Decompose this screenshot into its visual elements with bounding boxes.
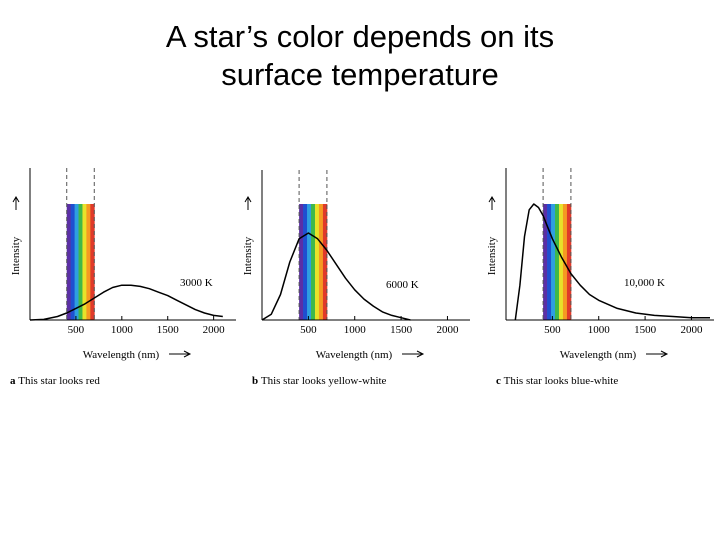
visible-band-stripe <box>74 204 79 320</box>
visible-band-stripe <box>78 204 83 320</box>
temperature-label: 10,000 K <box>624 277 665 289</box>
chart-panel-b: 500 1000 1500 2000 6000 K Intensity Wavelength… <box>242 170 470 387</box>
panel-letter: a <box>10 375 18 387</box>
y-axis-arrow-icon <box>12 196 20 210</box>
x-axis-label: Wavelength (nm) <box>316 349 393 361</box>
panel-caption-text: This star looks yellow-white <box>261 375 387 387</box>
visible-band-stripe <box>314 204 320 320</box>
visible-band-stripe <box>90 204 95 320</box>
panel-letter: b <box>252 375 261 387</box>
y-axis-label: Intensity <box>486 236 498 275</box>
visible-band-stripe <box>66 204 72 320</box>
blackbody-charts: 500 1000 1500 2000 3000 K Intensity Wavelength… <box>10 168 714 387</box>
x-tick-label: 500 <box>300 324 317 336</box>
temperature-label: 6000 K <box>386 279 419 291</box>
intensity-curve <box>514 203 710 321</box>
visible-band-stripe <box>543 204 548 320</box>
visible-band-stripe <box>86 204 91 320</box>
x-axis-arrow-icon <box>646 350 669 358</box>
x-tick-label: 500 <box>544 324 561 336</box>
y-axis-label: Intensity <box>242 236 254 275</box>
temperature-label: 3000 K <box>180 277 213 289</box>
x-tick-label: 500 <box>68 324 85 336</box>
y-axis-arrow-icon <box>488 196 496 210</box>
x-axis-label: Wavelength (nm) <box>83 349 160 361</box>
panel-caption: c This star looks blue-white <box>496 375 618 387</box>
chart-panel-c: 500 1000 1500 2000 10,000 K Intensity Waveleng… <box>486 168 714 387</box>
visible-band-stripe <box>303 204 308 320</box>
visible-band-stripe <box>558 204 564 320</box>
visible-band-stripe <box>311 204 316 320</box>
visible-band-stripe <box>547 204 552 320</box>
visible-band-stripe <box>70 204 75 320</box>
intensity-curve <box>29 284 223 321</box>
x-axis-arrow-icon <box>402 350 425 358</box>
x-tick-label: 1500 <box>390 324 413 336</box>
slide-title-line-2: surface temperature <box>221 57 499 92</box>
panel-caption: a This star looks red <box>10 375 100 387</box>
visible-band-stripe <box>307 204 312 320</box>
x-tick-label: 1000 <box>588 324 611 336</box>
visible-band-stripe <box>299 204 304 320</box>
visible-band-stripe <box>318 204 324 320</box>
x-tick-label: 2000 <box>436 324 459 336</box>
y-axis-arrow-icon <box>244 196 252 210</box>
visible-band-stripe <box>322 204 328 320</box>
panel-caption-text: This star looks blue-white <box>504 375 619 387</box>
visible-band-stripe <box>562 204 568 320</box>
visible-band-stripe <box>551 204 556 320</box>
chart-panel-a: 500 1000 1500 2000 3000 K Intensity Wavelength… <box>10 168 236 387</box>
visible-band-stripe <box>82 204 87 320</box>
x-axis-arrow-icon <box>169 350 192 358</box>
visible-band-stripe <box>555 204 560 320</box>
panel-caption: b This star looks yellow-white <box>252 375 387 387</box>
x-tick-label: 1000 <box>344 324 367 336</box>
x-tick-label: 1000 <box>111 324 134 336</box>
slide-title: A star’s color depends on its surface te… <box>0 18 720 94</box>
x-tick-label: 1500 <box>634 324 657 336</box>
x-tick-label: 2000 <box>680 324 703 336</box>
x-axis-label: Wavelength (nm) <box>560 349 637 361</box>
visible-band-stripe <box>566 204 572 320</box>
intensity-curve <box>261 232 411 321</box>
slide-title-line-1: A star’s color depends on its <box>165 19 555 54</box>
x-tick-label: 2000 <box>203 324 226 336</box>
x-tick-label: 1500 <box>157 324 180 336</box>
panel-letter: c <box>496 375 504 387</box>
y-axis-label: Intensity <box>10 236 22 275</box>
panel-caption-text: This star looks red <box>18 375 100 387</box>
